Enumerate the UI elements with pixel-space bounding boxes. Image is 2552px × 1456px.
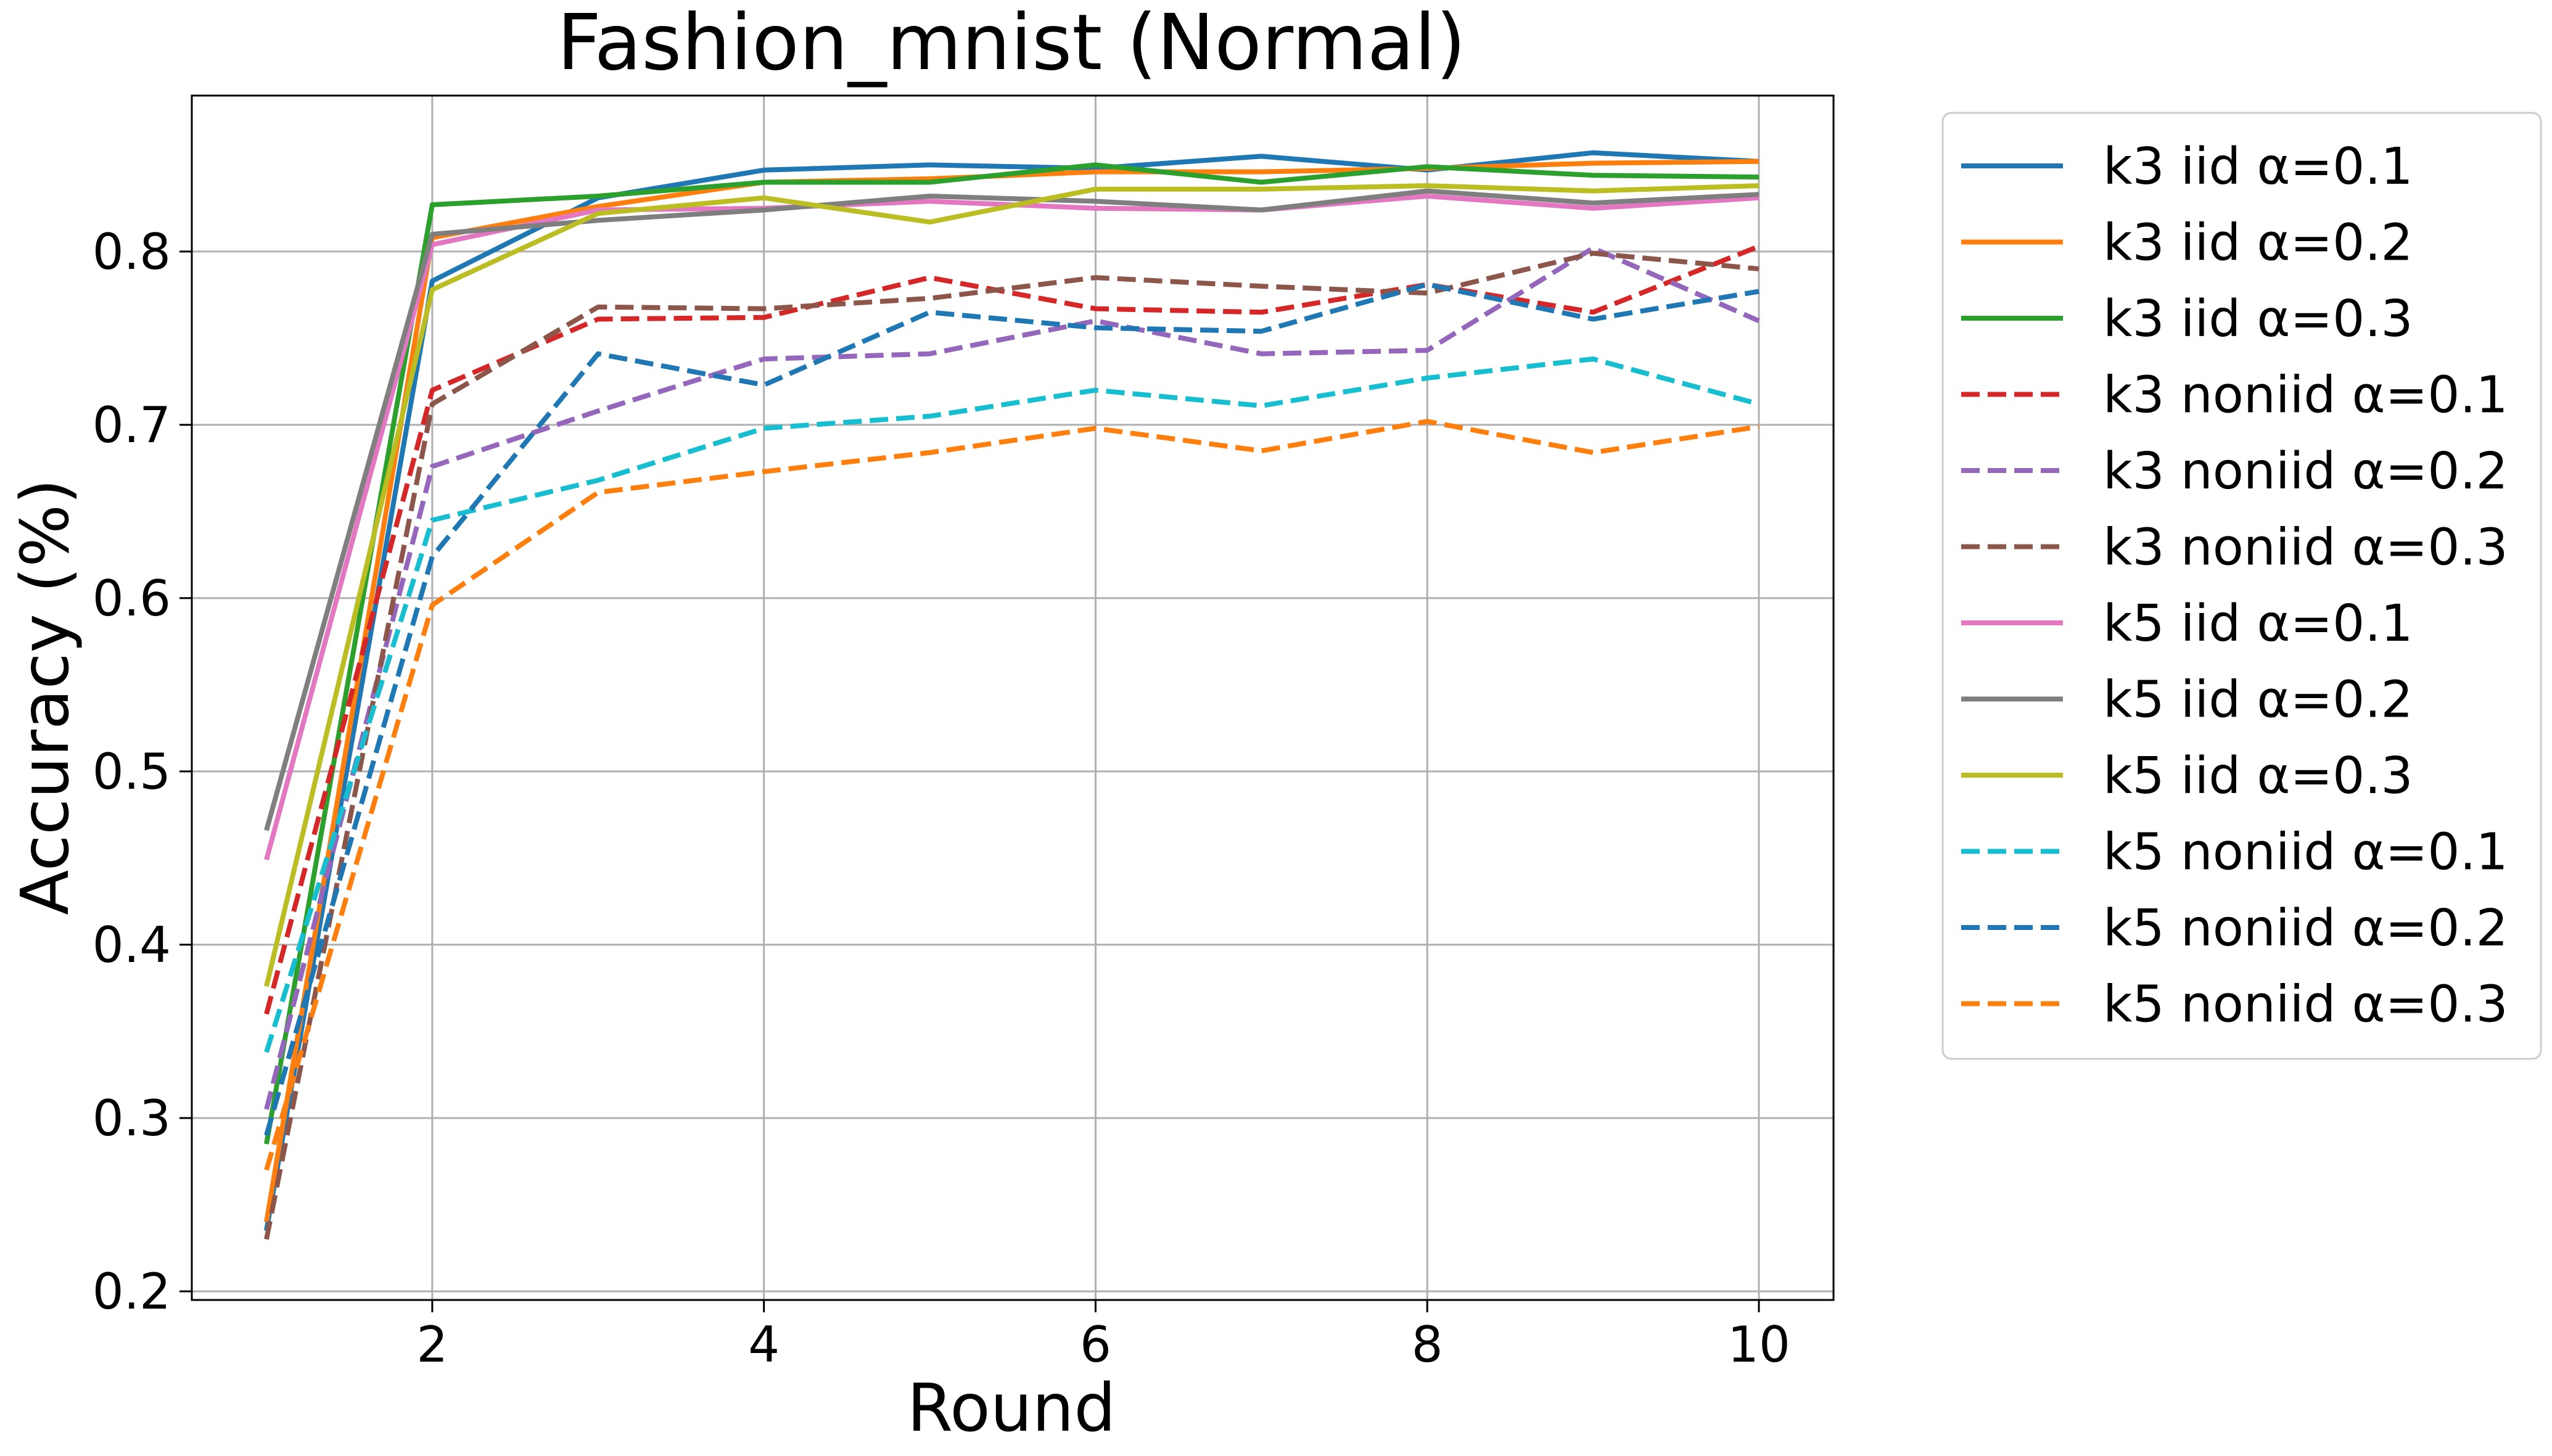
chart-title: Fashion_mnist (Normal): [557, 0, 1466, 88]
legend-box: [1941, 112, 2542, 1060]
grid-lines: [192, 96, 1834, 1300]
series-line-9: [264, 183, 1760, 987]
series-line-11: [264, 282, 1760, 1137]
legend-label: k3 iid α=0.3: [2103, 290, 2413, 348]
legend: k3 iid α=0.1 k3 iid α=0.2 k3 iid α=0.3 k3 n…: [1941, 112, 2542, 1060]
legend-label: k5 iid α=0.1: [2103, 594, 2413, 653]
y-tick-label: 0.3: [93, 1090, 171, 1147]
series-line-12: [264, 419, 1760, 1171]
legend-label: k5 noniid α=0.3: [2103, 976, 2508, 1034]
y-tick-label: 0.8: [93, 223, 171, 281]
series-line-5: [264, 245, 1760, 1110]
legend-label: k3 iid α=0.1: [2103, 138, 2413, 196]
series-line-1: [264, 150, 1760, 1232]
x-tick-label: 2: [416, 1316, 448, 1373]
x-tick-label: 8: [1412, 1316, 1443, 1373]
legend-label: k3 iid α=0.2: [2103, 214, 2413, 273]
legend-label: k3 noniid α=0.1: [2103, 366, 2508, 425]
series-line-4: [264, 244, 1760, 1015]
legend-label: k3 noniid α=0.3: [2103, 519, 2508, 577]
y-axis-label: Accuracy (%): [7, 479, 84, 915]
series-line-6: [264, 250, 1760, 1240]
legend-label: k5 iid α=0.3: [2103, 747, 2413, 805]
x-axis-label: Round: [907, 1370, 1116, 1447]
plot-frame: [191, 94, 1835, 1301]
y-tick-label: 0.5: [93, 743, 171, 800]
y-tick-label: 0.4: [93, 916, 171, 974]
x-tick-label: 6: [1080, 1316, 1111, 1373]
legend-label: k5 noniid α=0.1: [2103, 823, 2508, 882]
series-line-3: [264, 162, 1760, 1145]
data-series: [264, 150, 1760, 1240]
y-tick-label: 0.7: [93, 397, 171, 454]
legend-label: k5 noniid α=0.2: [2103, 899, 2508, 958]
series-line-8: [264, 188, 1760, 831]
x-tick-label: 4: [748, 1316, 780, 1373]
x-tick-label: 10: [1727, 1316, 1790, 1373]
legend-label: k5 iid α=0.2: [2103, 671, 2413, 730]
y-tick-label: 0.2: [93, 1263, 171, 1320]
axis-ticks: 2 4 6 8 10 0.2 0.3 0.4 0.5 0.6 0.7 0.8: [93, 223, 1790, 1373]
y-tick-label: 0.6: [93, 570, 171, 627]
series-line-10: [264, 356, 1760, 1053]
legend-label: k3 noniid α=0.2: [2103, 442, 2508, 501]
